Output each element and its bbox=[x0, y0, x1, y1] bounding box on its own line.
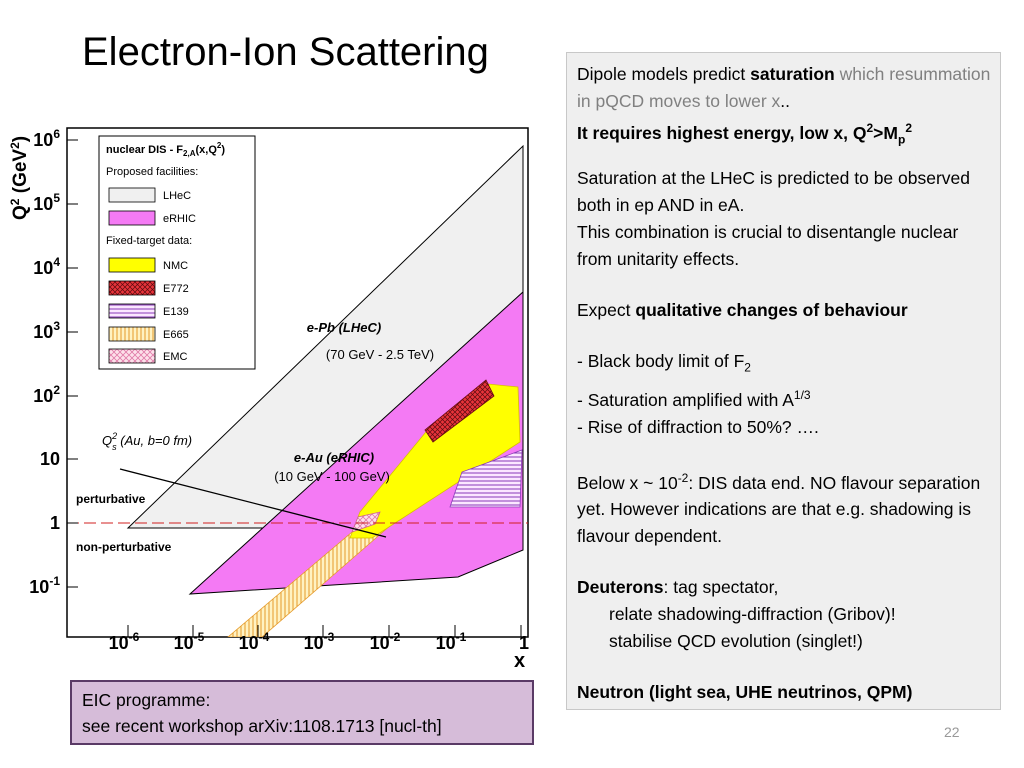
erhic-region bbox=[188, 290, 524, 595]
nonperturbative-label: non-perturbative bbox=[76, 540, 172, 554]
notes-paragraph: stabilise QCD evolution (singlet!) bbox=[609, 631, 863, 652]
legend-section-proposed: Proposed facilities: bbox=[106, 166, 198, 178]
eic-line: see recent workshop arXiv:1108.1713 [nuc… bbox=[82, 716, 442, 736]
eic-line: EIC programme: bbox=[82, 690, 211, 710]
y-tick-label: 106 bbox=[33, 127, 60, 150]
e139-region bbox=[449, 449, 523, 508]
legend-label: EMC bbox=[163, 351, 188, 363]
notes-panel: Dipole models predict saturation which r… bbox=[566, 52, 1001, 710]
notes-paragraph: Deuterons: tag spectator, bbox=[577, 577, 779, 598]
emc-region bbox=[351, 511, 381, 533]
notes-bullet: - Black body limit of F2 bbox=[577, 351, 751, 375]
x-axis-label: x bbox=[514, 650, 525, 672]
epb-energy: (70 GeV - 2.5 TeV) bbox=[326, 347, 434, 362]
legend-label: E772 bbox=[163, 283, 189, 295]
notes-paragraph: This combination is crucial to disentang… bbox=[577, 222, 959, 270]
y-tick-label: 105 bbox=[33, 191, 60, 214]
legend-label: E665 bbox=[163, 329, 189, 341]
legend-label: E139 bbox=[163, 306, 189, 318]
legend-swatch-emc bbox=[108, 348, 156, 364]
x-tick-label: 10-5 bbox=[174, 630, 205, 653]
x-tick-label: 10-3 bbox=[304, 630, 335, 653]
notes-paragraph: It requires highest energy, low x, Q2>Mp… bbox=[577, 121, 912, 147]
notes-bullet: - Rise of diffraction to 50%? …. bbox=[577, 416, 819, 437]
x-tick-marks bbox=[127, 625, 522, 637]
y-tick-label: 104 bbox=[33, 255, 60, 278]
legend-swatch-e139 bbox=[108, 303, 156, 319]
eau-energy: (10 GeV - 100 GeV) bbox=[274, 469, 390, 484]
x-tick-label: 10-2 bbox=[370, 630, 401, 653]
notes-paragraph: relate shadowing-diffraction (Gribov)! bbox=[609, 604, 896, 625]
page-number: 22 bbox=[944, 724, 960, 740]
y-tick-label: 102 bbox=[33, 383, 60, 406]
notes-paragraph: Saturation at the LHeC is predicted to b… bbox=[577, 168, 971, 216]
eic-box: EIC programme: see recent workshop arXiv… bbox=[70, 680, 534, 745]
epb-label: e-Pb (LHeC) bbox=[307, 320, 381, 335]
legend-swatch-e772 bbox=[108, 280, 156, 296]
legend-swatch-lhec bbox=[108, 187, 156, 203]
nuclear-dis-plot: 106 105 104 103 102 10 1 10-1 10-6 10-5 … bbox=[8, 127, 529, 672]
legend-swatch-nmc bbox=[108, 257, 156, 273]
qs-label: Q2 s (Au, b=0 fm) bbox=[102, 431, 192, 452]
x-tick-label: 1 bbox=[519, 633, 529, 653]
x-tick-label: 10-4 bbox=[239, 630, 270, 653]
y-tick-label: 1 bbox=[50, 513, 60, 533]
slide-title: Electron-Ion Scattering bbox=[82, 30, 489, 74]
x-tick-label: 10-6 bbox=[109, 630, 140, 653]
legend-swatch-e665 bbox=[108, 326, 156, 342]
perturbative-label: perturbative bbox=[76, 492, 146, 506]
eau-label: e-Au (eRHIC) bbox=[294, 450, 374, 465]
legend-label: LHeC bbox=[163, 190, 191, 202]
y-tick-marks bbox=[67, 139, 78, 588]
legend-label: eRHIC bbox=[163, 213, 196, 225]
y-tick-label: 10 bbox=[40, 449, 60, 469]
notes-paragraph: Dipole models predict saturation which r… bbox=[577, 64, 991, 111]
legend-section-fixed-target: Fixed-target data: bbox=[106, 235, 192, 247]
e772-region bbox=[424, 379, 495, 443]
y-tick-label: 103 bbox=[33, 319, 60, 342]
notes-paragraph: Expect qualitative changes of behaviour bbox=[577, 300, 908, 321]
notes-bullet: - Saturation amplified with A1/3 bbox=[577, 387, 811, 410]
legend-label: NMC bbox=[163, 260, 188, 272]
qs-line bbox=[119, 468, 387, 538]
x-tick-label: 10-1 bbox=[436, 630, 467, 653]
y-tick-label: 10-1 bbox=[29, 574, 60, 597]
nmc-region bbox=[349, 383, 521, 539]
y-axis-label: Q2 (GeV2) bbox=[8, 136, 31, 220]
notes-paragraph: Below x ~ 10-2: DIS data end. NO flavour… bbox=[577, 470, 981, 547]
notes-paragraph: Neutron (light sea, UHE neutrinos, QPM) bbox=[577, 682, 913, 703]
legend-title: nuclear DIS - F2,A(x,Q2) bbox=[106, 141, 225, 158]
legend-swatch-erhic bbox=[108, 210, 156, 226]
legend: nuclear DIS - F2,A(x,Q2) Proposed facili… bbox=[98, 135, 256, 370]
